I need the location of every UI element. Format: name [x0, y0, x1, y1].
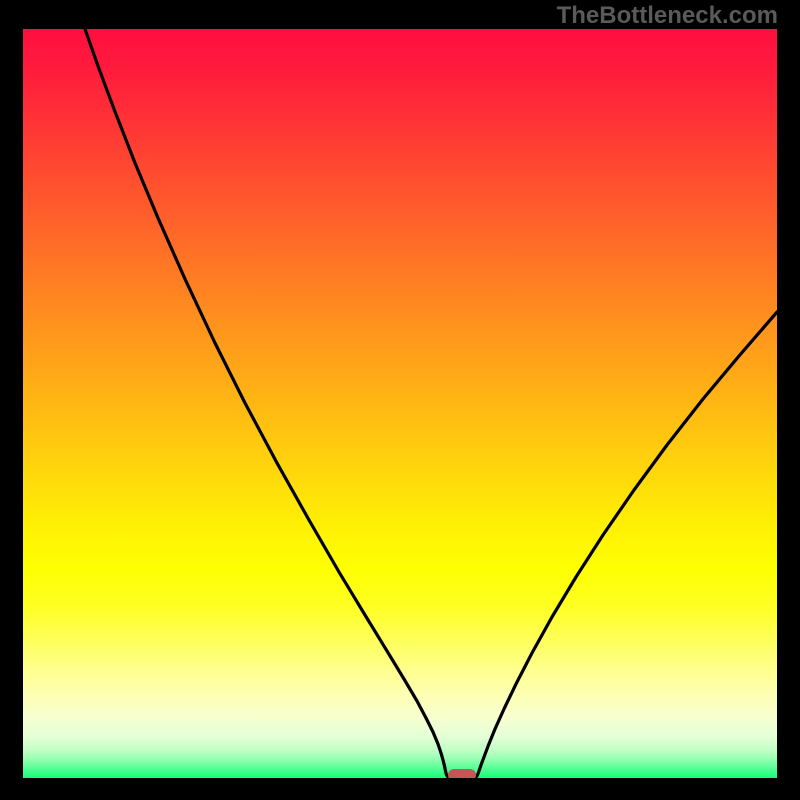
watermark-text: TheBottleneck.com	[557, 2, 778, 30]
plot-area	[23, 29, 777, 778]
minimum-marker	[448, 769, 476, 778]
curve-layer	[23, 29, 777, 778]
bottleneck-curve	[85, 29, 777, 778]
